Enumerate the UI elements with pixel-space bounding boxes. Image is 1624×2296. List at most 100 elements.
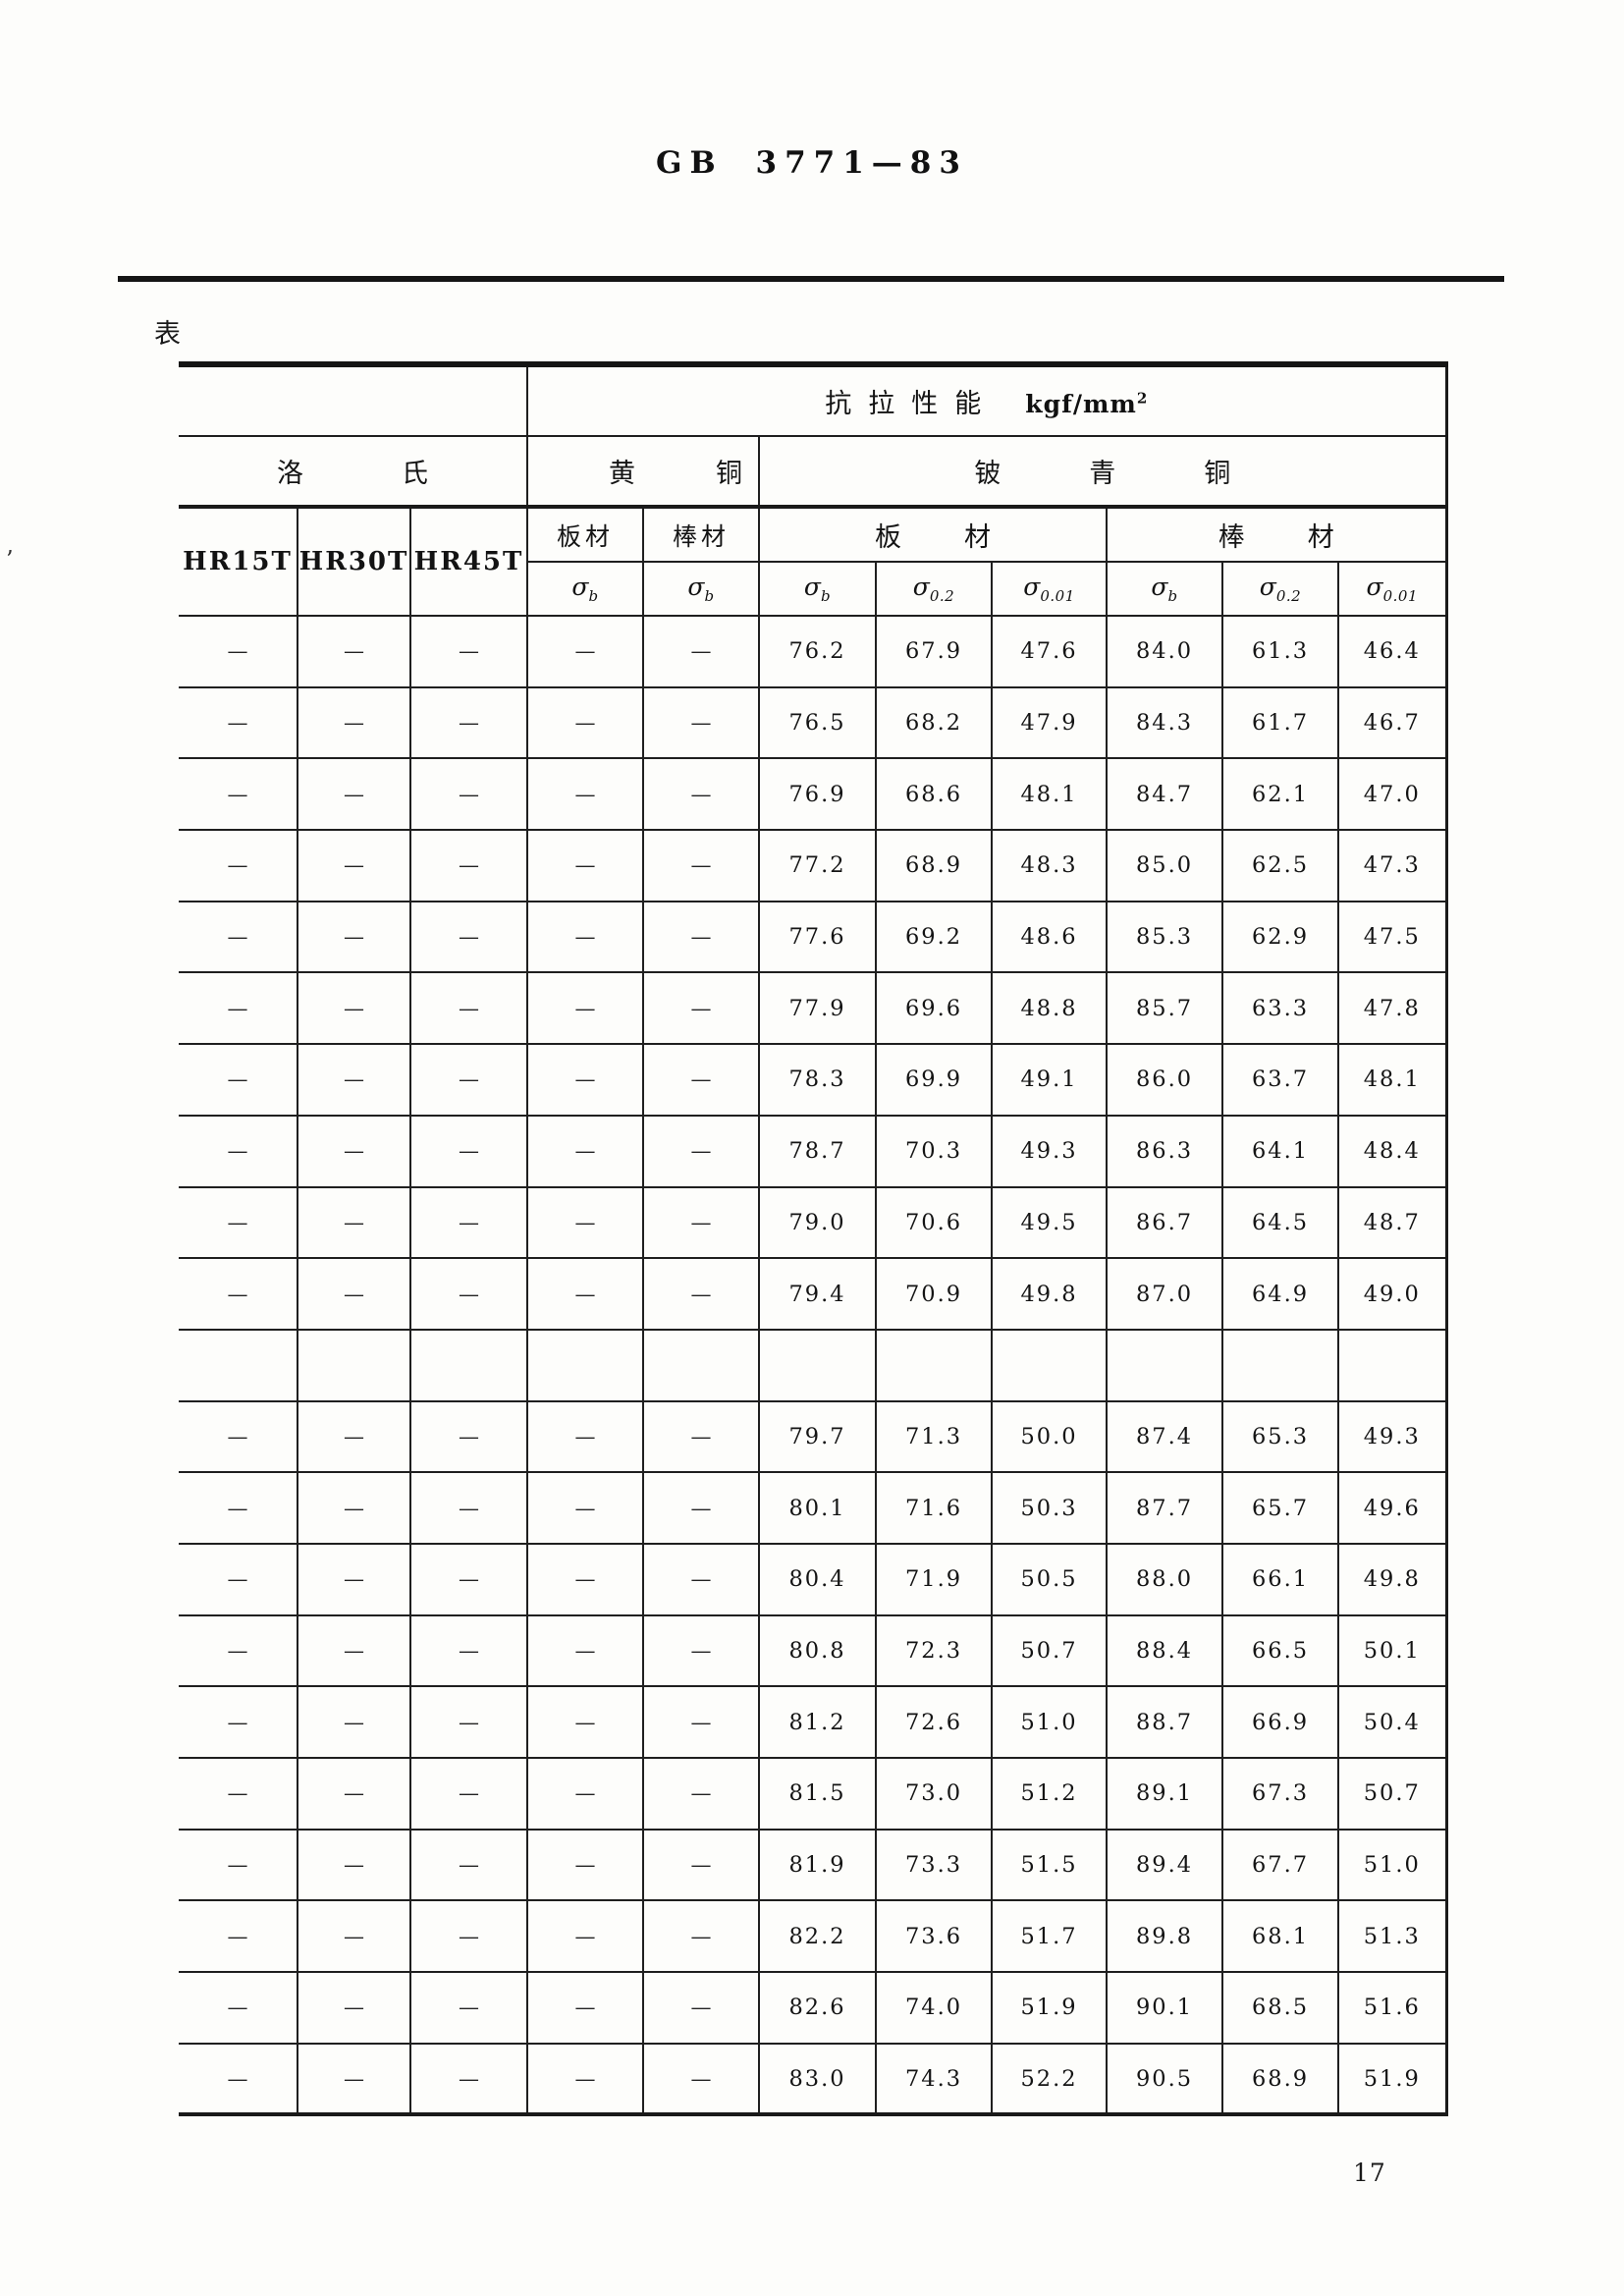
value-cell: 67.7 <box>1221 1828 1340 1902</box>
value-cell: 76.2 <box>758 615 878 688</box>
value-cell: 88.7 <box>1106 1685 1224 1759</box>
table-row: — — — — —79.0 70.6 49.5 86.7 64.5 48.7 <box>179 1185 1448 1260</box>
dash-cell: — <box>179 615 298 688</box>
dash-cell: — <box>179 1899 298 1974</box>
dash-cell: — <box>526 900 645 974</box>
value-cell: 84.3 <box>1106 685 1224 760</box>
dash-cell: — <box>526 757 645 832</box>
dash-cell: — <box>179 900 298 974</box>
table-row: — — — — —78.7 70.3 49.3 86.3 64.1 48.4 <box>179 1114 1448 1188</box>
dash-cell: — <box>408 757 529 832</box>
dash-cell: — <box>297 1899 411 1974</box>
dash-cell: — <box>297 1828 411 1902</box>
sigma-02-header: σ0.2 <box>875 561 994 617</box>
dash-cell: — <box>179 1043 298 1117</box>
beryllium-bronze-group-cell: 铍青铜 <box>758 435 1448 509</box>
empty-cell <box>875 1328 994 1402</box>
value-cell: 49.8 <box>991 1257 1109 1331</box>
dash-cell: — <box>297 757 411 832</box>
value-cell: 70.9 <box>875 1257 994 1331</box>
dash-cell: — <box>297 685 411 760</box>
dash-cell: — <box>179 685 298 760</box>
dash-cell: — <box>179 1685 298 1759</box>
value-cell: 62.1 <box>1221 757 1340 832</box>
value-cell: 79.4 <box>758 1257 878 1331</box>
sigma-02-header: σ0.2 <box>1221 561 1340 617</box>
dash-cell: — <box>642 1757 761 1831</box>
value-cell: 51.9 <box>991 1971 1109 2045</box>
value-cell: 49.5 <box>991 1185 1109 1260</box>
dash-cell: — <box>642 1114 761 1188</box>
dash-cell: — <box>526 1185 645 1260</box>
dash-cell: — <box>526 1828 645 1902</box>
empty-cell <box>758 1328 878 1402</box>
value-cell: 70.6 <box>875 1185 994 1260</box>
value-cell: 68.6 <box>875 757 994 832</box>
value-cell: 73.3 <box>875 1828 994 1902</box>
table-row: — — — — —76.5 68.2 47.9 84.3 61.7 46.7 <box>179 685 1448 760</box>
dash-cell: — <box>408 1685 529 1759</box>
dash-cell: — <box>408 1757 529 1831</box>
dash-cell: — <box>179 1471 298 1545</box>
empty-cell <box>1221 1328 1340 1402</box>
dash-cell: — <box>297 1613 411 1688</box>
value-cell: 47.5 <box>1337 900 1448 974</box>
value-cell: 65.7 <box>1221 1471 1340 1545</box>
value-cell: 47.9 <box>991 685 1109 760</box>
dash-cell: — <box>297 1471 411 1545</box>
value-cell: 80.4 <box>758 1542 878 1616</box>
value-cell: 73.0 <box>875 1757 994 1831</box>
dash-cell: — <box>297 615 411 688</box>
value-cell: 89.8 <box>1106 1899 1224 1974</box>
beryllium-bronze-group-label: 铍青铜 <box>974 459 1320 489</box>
table-row: — — — — —78.3 69.9 49.1 86.0 63.7 48.1 <box>179 1043 1448 1117</box>
dash-cell: — <box>408 900 529 974</box>
group-row: 洛氏 黄铜 铍青铜 <box>179 435 1448 509</box>
dash-cell: — <box>526 2042 645 2116</box>
value-cell: 49.8 <box>1337 1542 1448 1616</box>
dash-cell: — <box>297 971 411 1046</box>
rockwell-group-label: 洛氏 <box>277 459 526 489</box>
dash-cell: — <box>179 1542 298 1616</box>
hardness-conversion-table: 抗拉性能 kgf/mm2 洛氏 黄铜 铍青铜 HR15T HR30T HR45T … <box>179 361 1448 2117</box>
dash-cell: — <box>526 1399 645 1474</box>
brass-sheet-header: 板材 <box>526 506 645 563</box>
value-cell: 78.3 <box>758 1043 878 1117</box>
table-row: — — — — —79.7 71.3 50.0 87.4 65.3 49.3 <box>179 1399 1448 1474</box>
value-cell: 51.2 <box>991 1757 1109 1831</box>
value-cell: 88.0 <box>1106 1542 1224 1616</box>
dash-cell: — <box>526 1685 645 1759</box>
dash-cell: — <box>179 2042 298 2116</box>
title-row: 抗拉性能 kgf/mm2 <box>179 363 1448 437</box>
value-cell: 69.6 <box>875 971 994 1046</box>
value-cell: 52.2 <box>991 2042 1109 2116</box>
table-row: — — — — —82.2 73.6 51.7 89.8 68.1 51.3 <box>179 1899 1448 1974</box>
value-cell: 90.1 <box>1106 1971 1224 2045</box>
value-cell: 82.6 <box>758 1971 878 2045</box>
dash-cell: — <box>408 1114 529 1188</box>
scan-artifact: ’ <box>6 546 14 574</box>
value-cell: 71.3 <box>875 1399 994 1474</box>
value-cell: 50.5 <box>991 1542 1109 1616</box>
value-cell: 47.0 <box>1337 757 1448 832</box>
dash-cell: — <box>179 971 298 1046</box>
value-cell: 51.6 <box>1337 1971 1448 2045</box>
value-cell: 81.5 <box>758 1757 878 1831</box>
empty-cell <box>1337 1328 1448 1402</box>
value-cell: 48.7 <box>1337 1185 1448 1260</box>
value-cell: 69.2 <box>875 900 994 974</box>
dash-cell: — <box>297 1971 411 2045</box>
value-cell: 86.7 <box>1106 1185 1224 1260</box>
value-cell: 76.9 <box>758 757 878 832</box>
value-cell: 74.3 <box>875 2042 994 2116</box>
value-cell: 73.6 <box>875 1899 994 1974</box>
sigma-b-header: σb <box>758 561 878 617</box>
dash-cell: — <box>408 971 529 1046</box>
value-cell: 49.0 <box>1337 1257 1448 1331</box>
value-cell: 77.6 <box>758 900 878 974</box>
value-cell: 51.0 <box>991 1685 1109 1759</box>
value-cell: 50.7 <box>991 1613 1109 1688</box>
value-cell: 50.7 <box>1337 1757 1448 1831</box>
dash-cell: — <box>642 1613 761 1688</box>
